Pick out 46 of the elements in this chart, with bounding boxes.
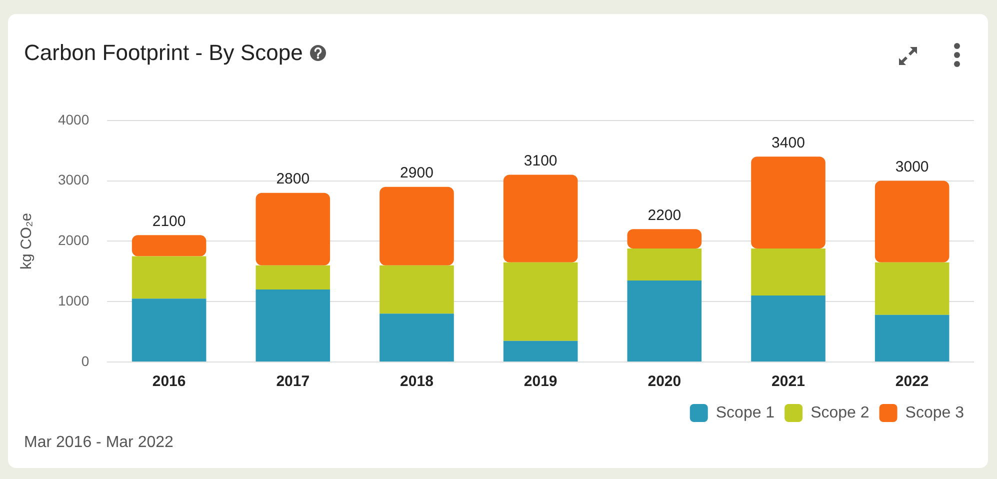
- bar: [132, 235, 206, 256]
- chart-title: Carbon Footprint - By Scope: [24, 40, 303, 66]
- y-tick-label: 0: [81, 352, 90, 369]
- bar: [503, 340, 578, 362]
- y-axis-title: kg CO₂e: [18, 212, 36, 270]
- x-tick-label: 2021: [772, 373, 805, 390]
- bar: [256, 265, 330, 290]
- bar: [132, 256, 206, 299]
- legend-label: Scope 1: [716, 404, 775, 422]
- total-label: 3100: [524, 152, 558, 170]
- x-tick-label: 2019: [524, 373, 558, 390]
- bar: [751, 156, 826, 248]
- legend-label: Scope 3: [905, 404, 964, 422]
- bar: [132, 298, 206, 362]
- bar: [380, 265, 454, 314]
- x-tick-label: 2020: [648, 373, 682, 390]
- total-label: 3000: [895, 158, 929, 176]
- total-label: 2800: [276, 170, 310, 188]
- bar: [256, 290, 330, 362]
- bar: [380, 314, 454, 362]
- y-tick-label: 1000: [58, 292, 90, 308]
- bar: [380, 186, 454, 266]
- bar: [627, 280, 702, 362]
- bar: [751, 296, 826, 362]
- bar: [627, 248, 702, 280]
- bar: [874, 180, 950, 262]
- total-label: 2100: [152, 212, 186, 230]
- bar: [256, 192, 330, 266]
- total-label: 3400: [772, 134, 805, 152]
- x-tick-label: 2018: [400, 373, 434, 390]
- y-tick-label: 2000: [58, 232, 90, 248]
- bar: [503, 262, 578, 341]
- bar: [503, 174, 578, 262]
- bar: [874, 314, 950, 362]
- x-tick-label: 2022: [895, 373, 929, 390]
- total-label: 2200: [648, 206, 682, 224]
- x-tick-label: 2016: [152, 373, 186, 390]
- text: Mar 2016 - Mar 2022: [24, 434, 174, 452]
- bar: [627, 229, 702, 248]
- y-tick-label: 3000: [58, 172, 90, 188]
- bar: [751, 248, 826, 296]
- bar: [874, 262, 950, 315]
- legend-label: Scope 2: [810, 404, 870, 422]
- total-label: 2900: [400, 164, 434, 182]
- y-tick-label: 4000: [58, 111, 90, 128]
- x-tick-label: 2017: [276, 373, 310, 390]
